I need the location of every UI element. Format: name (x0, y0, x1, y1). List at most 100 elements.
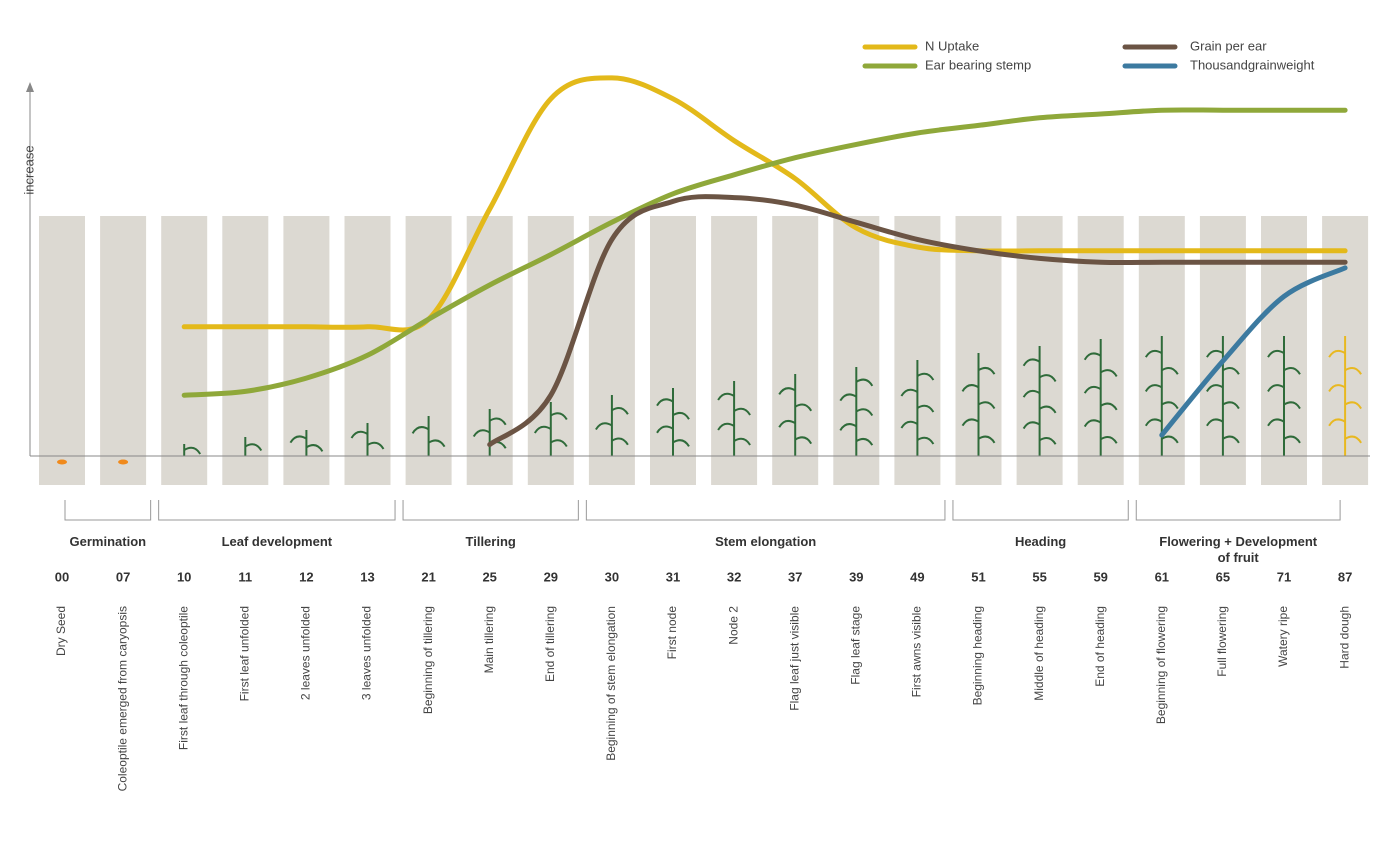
plant-leaf (1144, 384, 1163, 392)
plant-leaf (1328, 418, 1346, 427)
plant-leaf (611, 407, 629, 415)
plant-leaf (1144, 349, 1163, 358)
legend-label: N Uptake (925, 38, 979, 53)
phase-bracket (952, 500, 1129, 521)
y-axis-label: increase (21, 145, 36, 194)
plant-leaf (1144, 418, 1163, 427)
plant-leaf (472, 429, 491, 438)
plant-leaf (977, 366, 996, 375)
plant-leaf (1283, 401, 1301, 410)
columns (39, 216, 1369, 485)
plant-leaf (1328, 349, 1346, 358)
phase-bracket (1135, 500, 1341, 521)
plant-leaf (1344, 435, 1362, 444)
phase-bracket (158, 500, 396, 521)
seed (57, 459, 67, 465)
plant-leaf (305, 444, 324, 452)
stage-name: Main tillering (482, 606, 496, 673)
plant-leaf (1083, 352, 1102, 361)
legend-label: Grain per ear (1190, 38, 1267, 53)
stage-name: Beginning of stem elongation (604, 606, 618, 761)
plant-leaf (1039, 437, 1057, 445)
stage-name: Hard dough (1337, 606, 1351, 669)
plant-leaf (1206, 384, 1224, 392)
plant-leaf (550, 439, 568, 448)
plant-leaf (794, 403, 813, 412)
legend-label: Ear bearing stemp (925, 57, 1031, 72)
plant-leaf (289, 435, 307, 444)
phase-label: Flowering + Development of fruit (1159, 534, 1318, 565)
plant-leaf (717, 392, 735, 401)
plant-leaf (672, 411, 690, 420)
stage-code: 51 (971, 569, 985, 584)
plant-leaf (489, 417, 507, 426)
series-line (1159, 265, 1348, 438)
plant-leaf (366, 441, 385, 450)
stage-name: Beginning of tillering (421, 606, 435, 714)
stage-code: 71 (1277, 569, 1291, 584)
plant-leaf (183, 446, 202, 455)
stage-code: 30 (605, 569, 619, 584)
plant-leaf (916, 372, 935, 381)
stage-name: First leaf unfolded (237, 606, 251, 701)
plant-leaf (1344, 367, 1362, 375)
stage-code: 29 (544, 569, 558, 584)
phase-label: Stem elongation (715, 534, 817, 549)
phase-bracket (64, 500, 152, 521)
phase-bracket (402, 500, 579, 521)
stage-name: Node 2 (726, 606, 740, 645)
stage-code: 11 (238, 569, 252, 584)
stage-column (161, 216, 208, 485)
plant-leaf (1267, 418, 1285, 427)
plant-leaf (595, 422, 613, 431)
stage-name: Beginning of flowering (1154, 606, 1168, 724)
stage-code: 21 (421, 569, 435, 584)
plant-leaf (1100, 402, 1118, 411)
plant-leaf (1022, 421, 1041, 430)
stage-code: 39 (849, 569, 863, 584)
stage-name: First node (665, 606, 679, 660)
stage-name: First awns visible (910, 606, 924, 698)
plant-leaf (1161, 435, 1179, 444)
stage-name: End of heading (1093, 606, 1107, 687)
plant-leaf (900, 388, 918, 397)
stage-name: Coleoptile emerged from caryopsis (115, 606, 129, 791)
stage-code: 49 (910, 569, 924, 584)
plant-leaf (350, 430, 369, 439)
plant-leaf (839, 423, 857, 431)
plant-leaf (1267, 349, 1285, 358)
stage-code: 55 (1032, 569, 1046, 584)
stage-name: First leaf through coleoptile (176, 606, 190, 750)
stage-name: Dry Seed (54, 606, 68, 656)
stage-code: 37 (788, 569, 802, 584)
phase-label: Tillering (465, 534, 516, 549)
plant-leaf (1344, 401, 1362, 410)
plant-leaf (900, 420, 918, 429)
plant-leaf (411, 426, 430, 434)
plant-leaf (961, 418, 980, 427)
plant-leaf (1100, 369, 1118, 377)
plant-leaf (428, 439, 446, 448)
series-line (181, 107, 1348, 398)
plant-leaf (855, 378, 874, 387)
plant-leaf (778, 419, 796, 428)
plant-leaf (1206, 349, 1224, 358)
stage-code: 87 (1338, 569, 1352, 584)
plant-leaf (733, 437, 751, 446)
plant-leaf (916, 436, 935, 445)
stage-code: 31 (666, 569, 680, 584)
plant-leaf (839, 393, 857, 402)
stage-code: 65 (1216, 569, 1230, 584)
plant-leaf (1083, 385, 1102, 394)
stage-name: 2 leaves unfolded (299, 606, 313, 700)
plant-leaf (1022, 358, 1041, 367)
stage-code: 00 (55, 569, 69, 584)
series-line (181, 75, 1348, 333)
plant-leaf (717, 422, 735, 431)
plant-leaf (1022, 389, 1041, 398)
plant-leaf (794, 436, 813, 445)
stage-name: Middle of heading (1032, 606, 1046, 701)
plant-leaf (916, 404, 935, 413)
